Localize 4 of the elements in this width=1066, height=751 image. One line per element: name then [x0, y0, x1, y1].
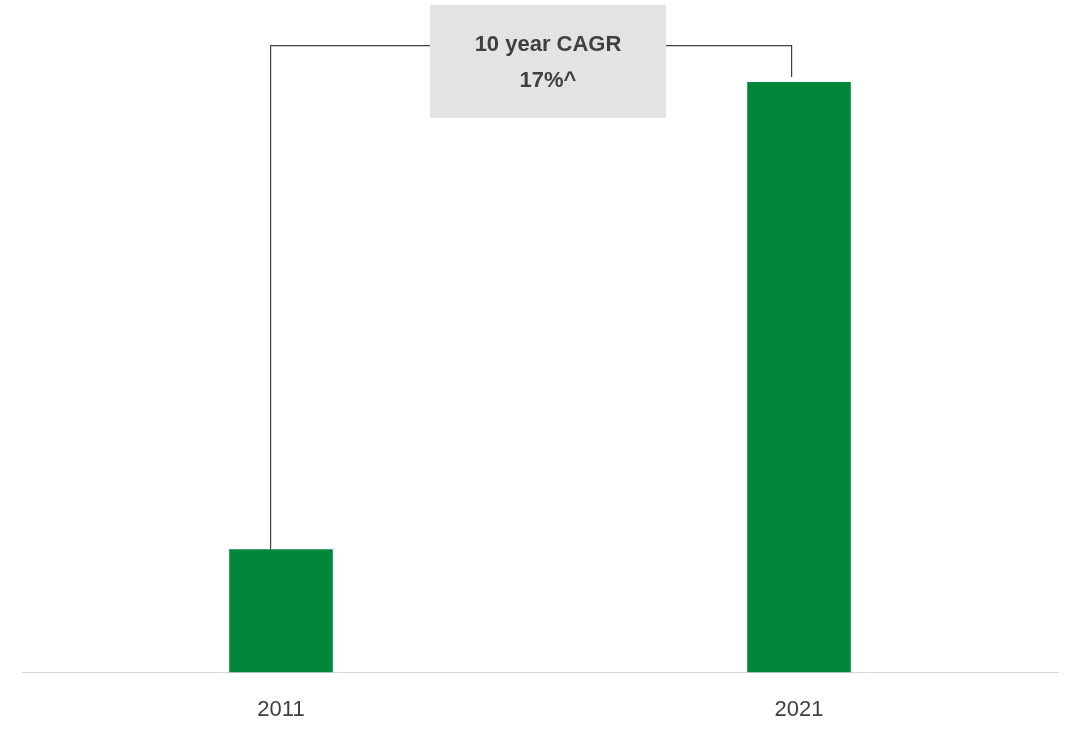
annotation: 10 year CAGR 17%^ [473, 29, 623, 94]
callout-box: 10 year CAGR 17%^ [430, 5, 666, 118]
x-tick-label: 2021 [774, 695, 824, 721]
x-tick-label: 2011 [257, 695, 305, 721]
